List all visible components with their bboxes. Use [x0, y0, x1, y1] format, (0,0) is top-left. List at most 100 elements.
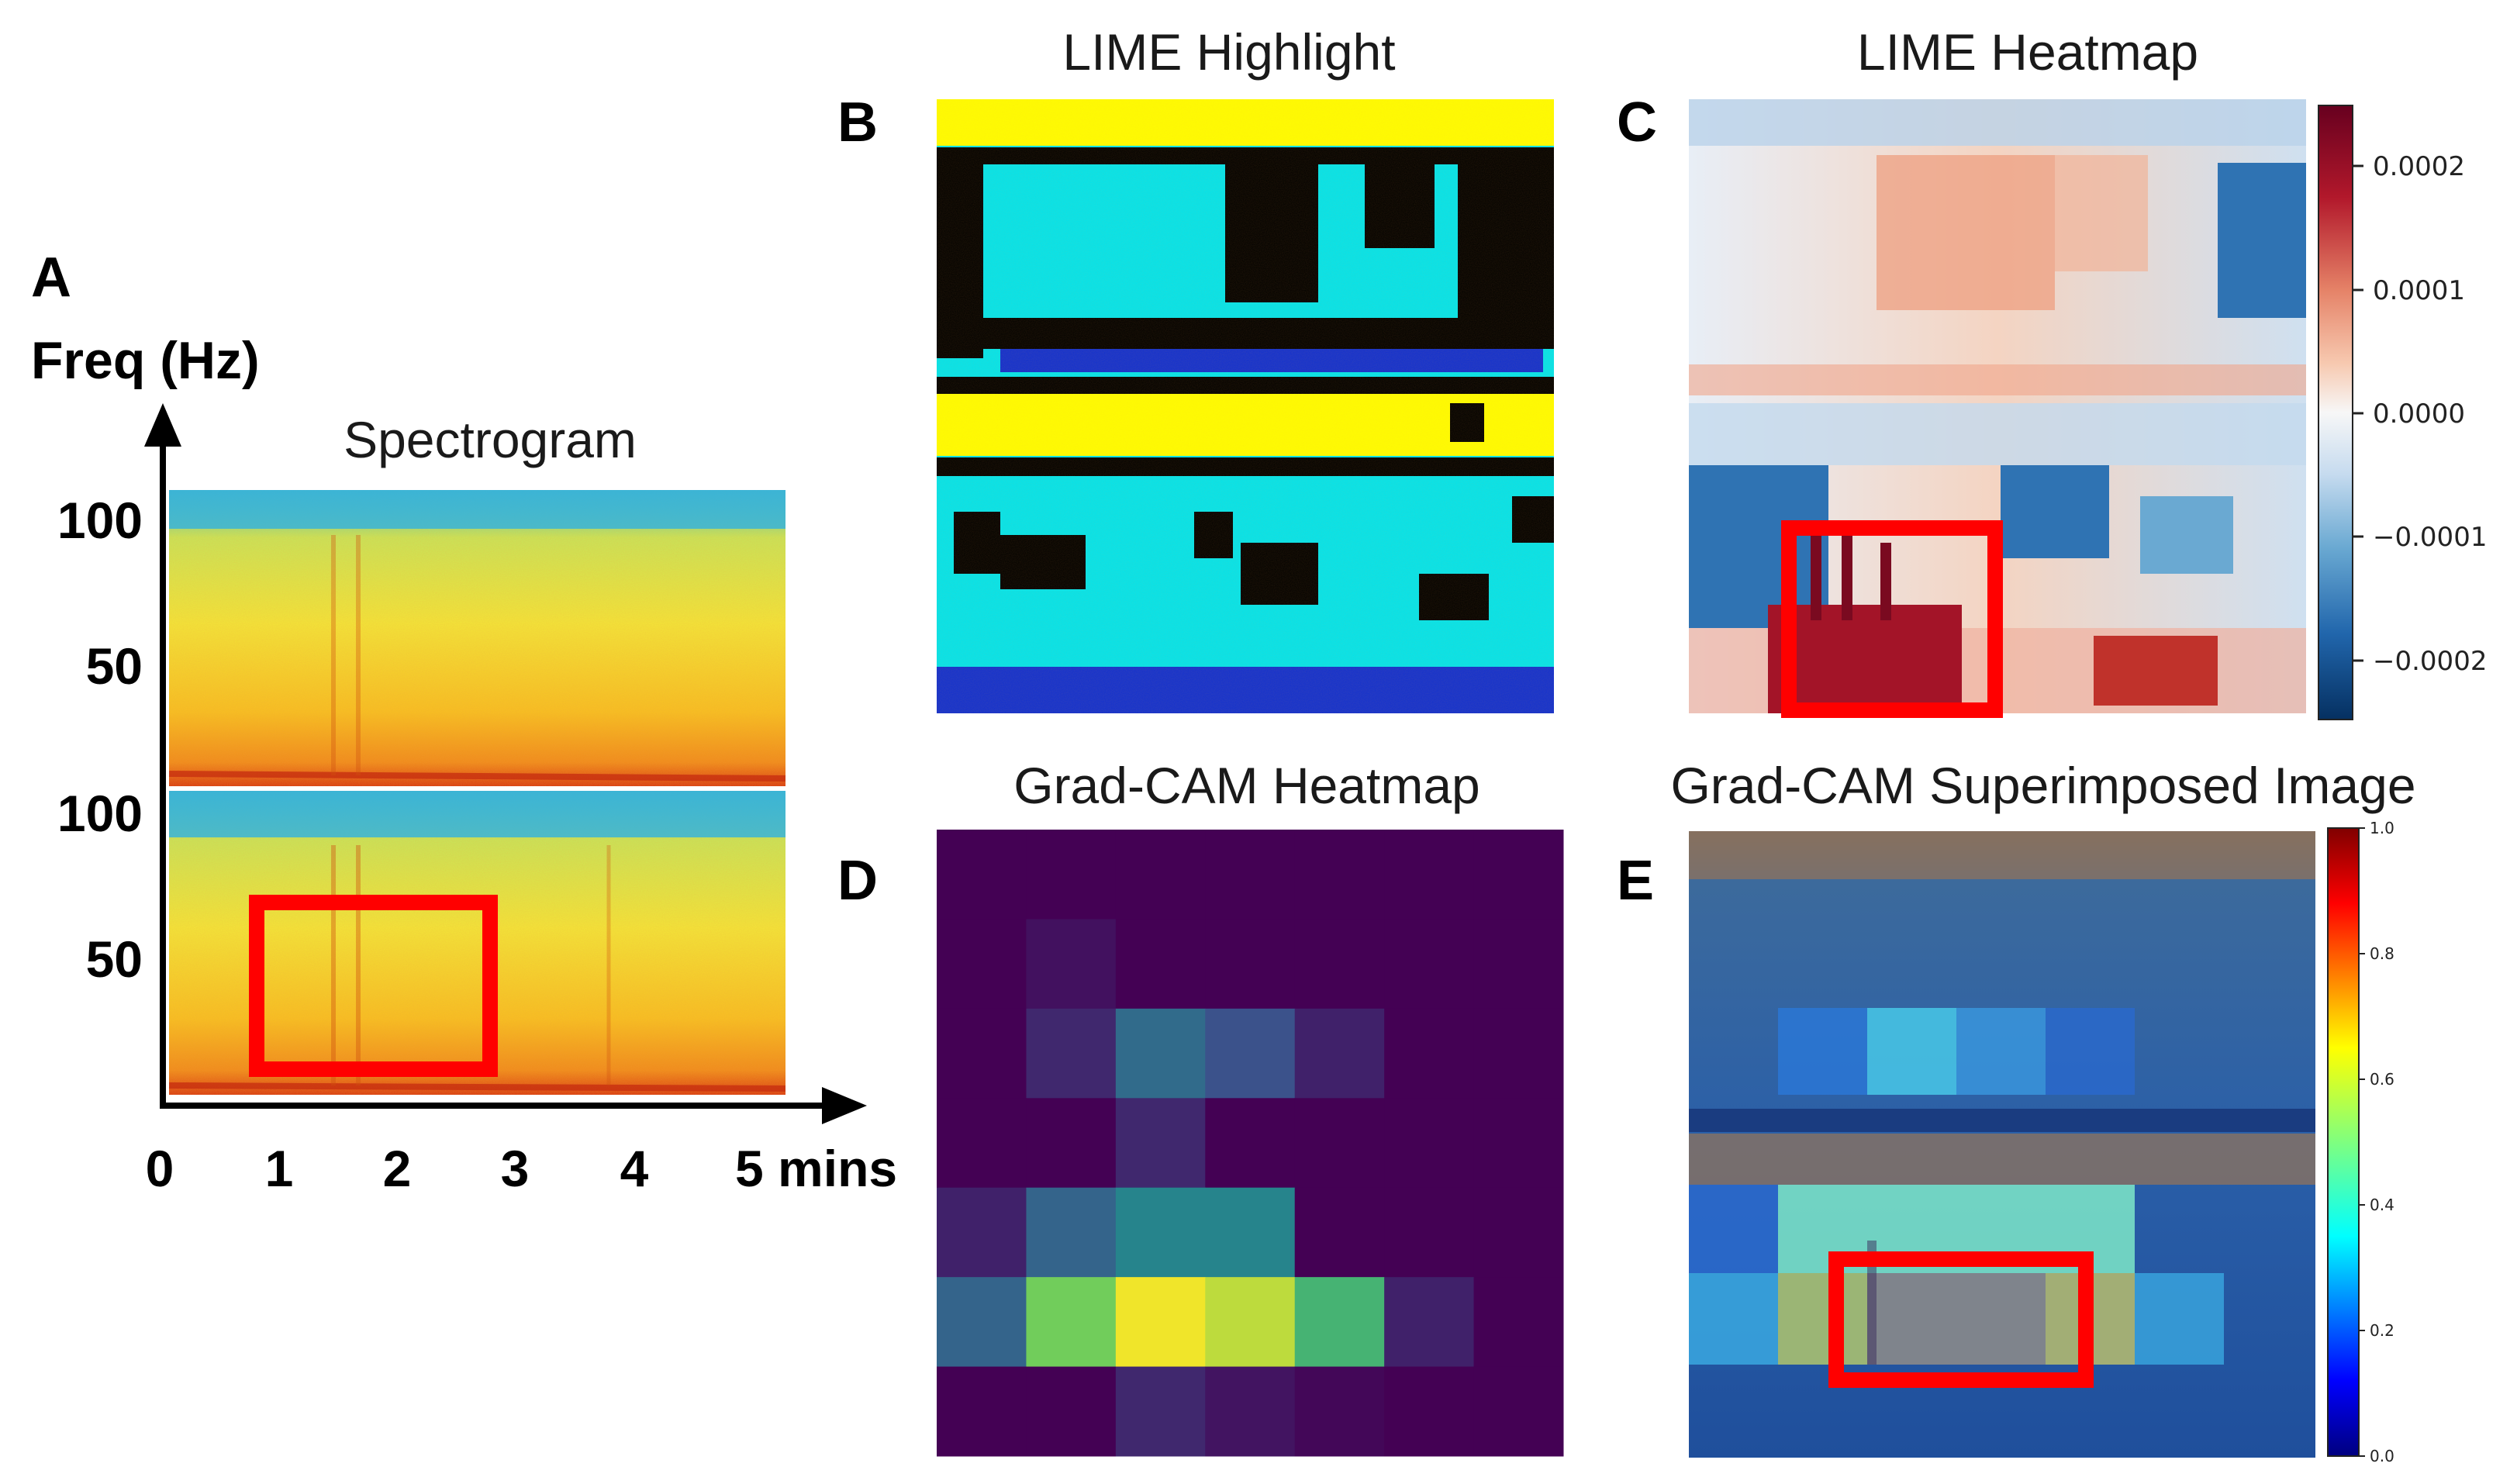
y-tick: 100 [57, 785, 143, 842]
gradcam-cell [1026, 1366, 1117, 1457]
panel-d-letter: D [837, 850, 878, 912]
gradcam-cell [1115, 1187, 1206, 1278]
gradcam-cell [1384, 919, 1475, 1009]
gradcam-cell [1026, 1187, 1117, 1278]
panel-b-letter: B [837, 91, 878, 154]
gradcam-cell [1384, 1277, 1475, 1368]
gradcam-cell [937, 830, 1027, 920]
colorbar-tick: 0.8 [2370, 944, 2394, 963]
gradcam-cell [1473, 1366, 1564, 1457]
highlight-box-a [249, 895, 498, 1077]
gradcam-cell [1115, 1008, 1206, 1099]
panel-b-title: LIME Highlight [1062, 23, 1395, 81]
gradcam-cell [937, 1098, 1027, 1189]
highlight-box-e [1828, 1251, 2094, 1388]
colorbar-tick: 0.0 [2370, 1447, 2394, 1465]
y-tick: 50 [86, 637, 143, 695]
lime-colorbar: 0.0002 0.0001 0.0000 −0.0001 −0.0002 [2318, 105, 2487, 720]
spectrogram-upper [168, 490, 786, 786]
gradcam-heatmap [937, 830, 1564, 1457]
gradcam-cell [937, 1008, 1027, 1099]
gradcam-cell [937, 1277, 1027, 1368]
panel-a-title: Spectrogram [344, 411, 637, 468]
gradcam-cell [1294, 1366, 1385, 1457]
gradcam-cell [1026, 1008, 1117, 1099]
panel-e-letter: E [1617, 850, 1654, 912]
panel-c-title: LIME Heatmap [1857, 23, 2198, 81]
gradcam-cell [1294, 1008, 1385, 1099]
x-axis-arrow-icon [822, 1087, 867, 1124]
colorbar-tick: 0.2 [2370, 1321, 2394, 1340]
gradcam-cell [937, 1187, 1027, 1278]
gradcam-cell [1205, 830, 1296, 920]
colorbar-tick: 0.6 [2370, 1070, 2394, 1089]
gradcam-cell [1205, 1187, 1296, 1278]
gradcam-cell [1115, 1098, 1206, 1189]
panel-a-letter: A [31, 247, 71, 309]
y-axis-arrow-icon [144, 403, 181, 447]
gradcam-cell [1384, 830, 1475, 920]
colorbar-tick: 0.0002 [2373, 151, 2465, 182]
gradcam-cell [1115, 1277, 1206, 1368]
gradcam-cell [1294, 919, 1385, 1009]
gradcam-cell [1294, 1277, 1385, 1368]
panel-e: E Grad-CAM Superimposed Image [1617, 757, 2416, 1465]
panel-c-letter: C [1617, 91, 1657, 154]
gradcam-cell [1294, 1187, 1385, 1278]
gradcam-cell [1205, 1366, 1296, 1457]
gradcam-cell [1026, 1277, 1117, 1368]
x-tick-last: 5 mins [735, 1140, 897, 1197]
colorbar-tick: −0.0001 [2373, 522, 2487, 553]
gradcam-cell [1384, 1366, 1475, 1457]
colorbar-tick: 0.4 [2370, 1196, 2394, 1214]
gradcam-cell [1473, 1008, 1564, 1099]
x-tick: 2 [383, 1140, 412, 1197]
panel-e-title: Grad-CAM Superimposed Image [1670, 757, 2415, 814]
panel-a: A Freq (Hz) Spectrogram [31, 247, 897, 1197]
gradcam-cell [1473, 830, 1564, 920]
gradcam-cell [1294, 830, 1385, 920]
gradcam-cell [1026, 830, 1117, 920]
gradcam-cell [1026, 919, 1117, 1009]
gradcam-cell [1294, 1098, 1385, 1189]
gradcam-cell [1205, 919, 1296, 1009]
x-tick: 3 [501, 1140, 530, 1197]
x-tick: 1 [265, 1140, 294, 1197]
y-axis-label: Freq (Hz) [31, 331, 260, 390]
colorbar-tick: 0.0000 [2373, 399, 2465, 430]
gradcam-cell [1473, 1187, 1564, 1278]
gradcam-cell [1205, 1277, 1296, 1368]
gradcam-cell [1384, 1098, 1475, 1189]
panel-c: C LIME Heatmap [1617, 23, 2487, 720]
gradcam-colorbar: 1.0 0.8 0.6 0.4 0.2 0.0 [2327, 819, 2394, 1465]
gradcam-cell [1205, 1008, 1296, 1099]
gradcam-cell [1026, 1098, 1117, 1189]
y-tick: 100 [57, 492, 143, 549]
gradcam-cell [1473, 919, 1564, 1009]
gradcam-cell [1115, 830, 1206, 920]
x-tick: 4 [620, 1140, 649, 1197]
highlight-box-c [1781, 520, 2003, 718]
panel-b: B LIME Highlight [837, 23, 1554, 713]
gradcam-cell [1115, 1366, 1206, 1457]
gradcam-cell [937, 1366, 1027, 1457]
lime-highlight-image [937, 99, 1554, 713]
y-tick: 50 [86, 930, 143, 988]
gradcam-cell [1384, 1187, 1475, 1278]
panel-d: D Grad-CAM Heatmap [837, 757, 1564, 1457]
gradcam-cell [1205, 1098, 1296, 1189]
panel-d-title: Grad-CAM Heatmap [1013, 757, 1480, 814]
gradcam-cell [937, 919, 1027, 1009]
colorbar-tick: 1.0 [2370, 819, 2394, 837]
gradcam-cell [1473, 1277, 1564, 1368]
gradcam-cell [1115, 919, 1206, 1009]
colorbar-tick: 0.0001 [2373, 275, 2465, 306]
spectrogram-lower [168, 791, 786, 1095]
colorbar-tick: −0.0002 [2373, 646, 2487, 677]
gradcam-cell [1384, 1008, 1475, 1099]
gradcam-superimposed-image [1689, 831, 2315, 1458]
gradcam-cell [1473, 1098, 1564, 1189]
x-tick: 0 [146, 1140, 174, 1197]
